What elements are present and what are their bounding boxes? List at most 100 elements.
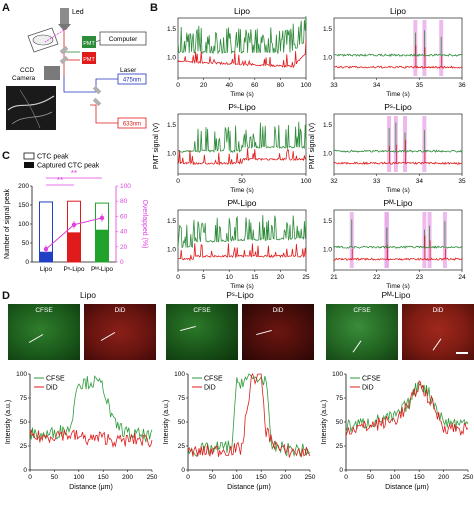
computer-box <box>99 31 147 46</box>
panel-label-a: A <box>2 2 10 14</box>
legend-swatch-captured <box>24 162 34 168</box>
b-xtick: 0 <box>176 178 180 185</box>
pmt-green <box>82 36 96 48</box>
c-ylabel: Number of signal peak <box>4 188 11 259</box>
legend-did: DiD <box>362 385 374 392</box>
panel-d: Lipo Pˢ-Lipo Pᴹ-Lipo CFSE DiD CFSE DiD C… <box>0 288 474 506</box>
b-xtick: 22 <box>373 274 381 281</box>
d-ytick: 25 <box>336 443 344 450</box>
b-xlabel: Time (s) <box>386 187 410 194</box>
image-ps-did: DiD <box>242 304 314 360</box>
overlap-point <box>43 246 49 252</box>
legend-swatch-ctc <box>23 152 35 160</box>
b-xtick: 20 <box>277 274 285 281</box>
b-ylabel: PMT signal (V) <box>153 123 160 169</box>
b-ytick: 1.5 <box>323 218 332 225</box>
d-title-pm: Pᴹ-Lipo <box>381 290 411 300</box>
b-ytick: 1.0 <box>323 55 332 62</box>
b-xtick: 35 <box>458 178 466 185</box>
d-xtick: 200 <box>280 474 291 481</box>
legend-cfse: CFSE <box>204 376 223 383</box>
sig-label-1: ** <box>71 169 77 178</box>
c-category-label: Pˢ-Lipo <box>64 266 85 273</box>
d-ytick: 50 <box>336 419 344 426</box>
legend-did: DiD <box>204 385 216 392</box>
b-ytick: 1.0 <box>167 55 176 62</box>
d-ytick: 50 <box>178 419 186 426</box>
b-ytick: 1.5 <box>167 26 176 33</box>
b-ytick: 1.5 <box>167 122 176 129</box>
image-lipo-did: DiD <box>84 304 156 360</box>
d-xtick: 50 <box>367 474 375 481</box>
d-title-ps: Pˢ-Lipo <box>226 290 254 300</box>
profile-did <box>187 373 311 458</box>
camera-label: Camera <box>12 75 36 82</box>
b-xtick: 32 <box>330 178 338 185</box>
panel-label-d: D <box>2 290 10 302</box>
profile-did <box>29 429 153 449</box>
profile-did <box>345 380 469 437</box>
c-y2tick: 20 <box>120 244 128 251</box>
b-xtick: 25 <box>302 274 310 281</box>
b-ytick: 1.5 <box>323 26 332 33</box>
d-xtick: 0 <box>186 474 190 481</box>
d-xtick: 200 <box>122 474 133 481</box>
d-ytick: 50 <box>20 419 28 426</box>
b-title: Pˢ-Lipo <box>228 102 256 112</box>
b-trace-green <box>177 121 307 154</box>
c-category-label: Lipo <box>40 266 53 273</box>
d-xlabel: Distance (μm) <box>385 484 429 491</box>
b-xtick: 34 <box>416 178 424 185</box>
b-xtick: 15 <box>251 274 259 281</box>
b-ytick: 1.0 <box>323 247 332 254</box>
d-xtick: 150 <box>414 474 425 481</box>
b-trace-red <box>333 257 463 261</box>
d-xtick: 100 <box>389 474 400 481</box>
b-xtick: 36 <box>458 82 466 89</box>
b-ylabel-right: PMT signal (V) <box>309 123 316 169</box>
d-ytick: 75 <box>178 395 186 402</box>
d-ytick: 100 <box>332 371 343 378</box>
b-xtick: 23 <box>416 274 424 281</box>
d-xtick: 0 <box>28 474 32 481</box>
b-xtick: 0 <box>176 274 180 281</box>
c-y2tick: 60 <box>120 213 128 220</box>
b-ytick: 1.0 <box>167 247 176 254</box>
b-trace-green <box>333 149 463 153</box>
panel-label-c: C <box>2 150 10 162</box>
image-lipo-cfse: CFSE <box>8 304 80 360</box>
d-xtick: 0 <box>344 474 348 481</box>
d-ytick: 100 <box>174 371 185 378</box>
svg-text:PMT: PMT <box>83 57 95 63</box>
pmt-red <box>82 52 96 64</box>
b-xtick: 24 <box>458 274 466 281</box>
scale-bar <box>456 352 468 354</box>
b-xtick: 10 <box>226 274 234 281</box>
d-xtick: 100 <box>73 474 84 481</box>
c-y2tick: 40 <box>120 229 128 236</box>
b-trace-red <box>177 243 307 262</box>
d-ylabel: Intensity (a.u.) <box>163 400 170 444</box>
b-xlabel: Time (s) <box>386 283 410 290</box>
c-ytick: 0 <box>25 259 29 266</box>
setup-schematic: Led PMT PMT Computer CCD Camera Laser 47… <box>6 8 147 130</box>
d-ytick: 0 <box>23 467 27 474</box>
b-trace-green <box>333 245 463 249</box>
b-frame <box>177 17 307 79</box>
d-ylabel: Intensity (a.u.) <box>321 400 328 444</box>
c-ytick: 50 <box>22 240 30 247</box>
c-ytick: 150 <box>18 202 29 209</box>
b-trace-red <box>177 39 307 69</box>
c-y2tick: 100 <box>120 183 131 190</box>
b-xtick: 34 <box>373 82 381 89</box>
d-xtick: 150 <box>98 474 109 481</box>
b-ytick: 1.5 <box>167 218 176 225</box>
b-xtick: 100 <box>301 82 312 89</box>
c-ytick: 200 <box>18 183 29 190</box>
d-xtick: 150 <box>256 474 267 481</box>
b-trace-red <box>333 65 463 69</box>
b-trace-green <box>177 215 307 249</box>
image-pm-cfse: CFSE <box>326 304 398 360</box>
b-title: Pᴹ-Lipo <box>384 198 413 208</box>
b-ytick: 1.0 <box>323 151 332 158</box>
